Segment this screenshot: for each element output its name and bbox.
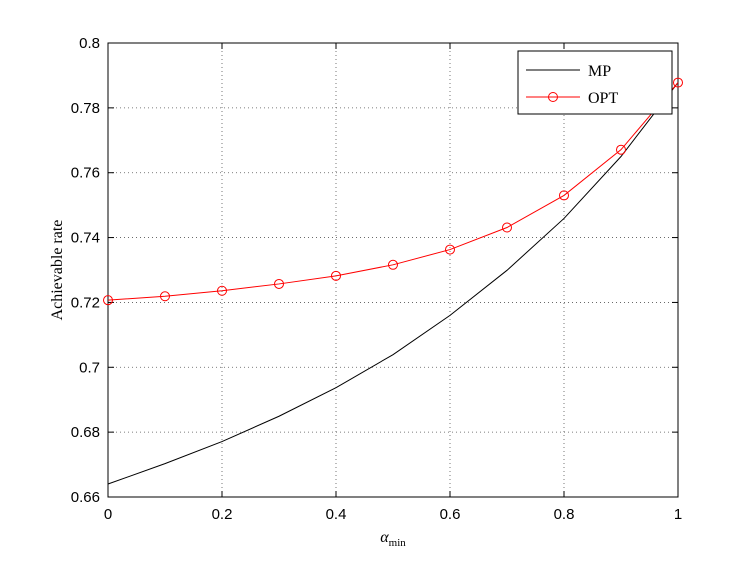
x-tick-label: 0.6 [440, 506, 461, 523]
y-tick-label: 0.8 [79, 35, 100, 52]
ticks-layer: 0 0.2 0.4 0.6 0.8 1 0.66 0.68 0.7 0.72 0.74 0.76 0.7… [71, 35, 682, 523]
y-tick-label: 0.68 [71, 424, 100, 441]
y-tick-label: 0.78 [71, 100, 100, 117]
x-axis-title-subscript: min [389, 537, 407, 549]
legend: MP OPT [517, 50, 673, 115]
data-point-opt [445, 244, 455, 255]
data-point-opt [673, 77, 683, 88]
legend-marker-opt [548, 92, 558, 102]
data-point-opt [103, 295, 113, 306]
x-tick-label: 0.8 [554, 506, 575, 523]
data-point-opt [217, 285, 227, 296]
legend-label-opt: OPT [588, 90, 618, 107]
data-point-opt [331, 270, 341, 281]
data-point-opt [559, 190, 569, 201]
data-point-opt [388, 259, 398, 270]
x-tick-label: 0.2 [212, 506, 233, 523]
y-tick-label: 0.7 [79, 359, 100, 376]
grid-layer [108, 43, 678, 497]
y-tick-label: 0.76 [71, 165, 100, 182]
series-line-mp [107, 82, 679, 485]
x-tick-label: 0 [104, 506, 112, 523]
x-axis-title: αmin [380, 529, 406, 549]
series-layer [103, 77, 683, 485]
data-point-opt [616, 144, 626, 155]
y-axis-title: Achievable rate [49, 220, 66, 321]
x-axis-title-main: α [380, 529, 389, 546]
x-tick-label: 0.4 [326, 506, 347, 523]
legend-box [517, 50, 673, 115]
plot-frame [107, 42, 679, 498]
y-tick-label: 0.74 [71, 230, 100, 247]
legend-label-mp: MP [588, 63, 611, 80]
y-tick-label: 0.66 [71, 489, 100, 506]
y-tick-label: 0.72 [71, 294, 100, 311]
series-line-opt [107, 82, 679, 301]
data-point-opt [274, 278, 284, 289]
data-point-opt [160, 291, 170, 302]
data-point-opt [502, 222, 512, 233]
x-tick-label: 1 [674, 506, 682, 523]
